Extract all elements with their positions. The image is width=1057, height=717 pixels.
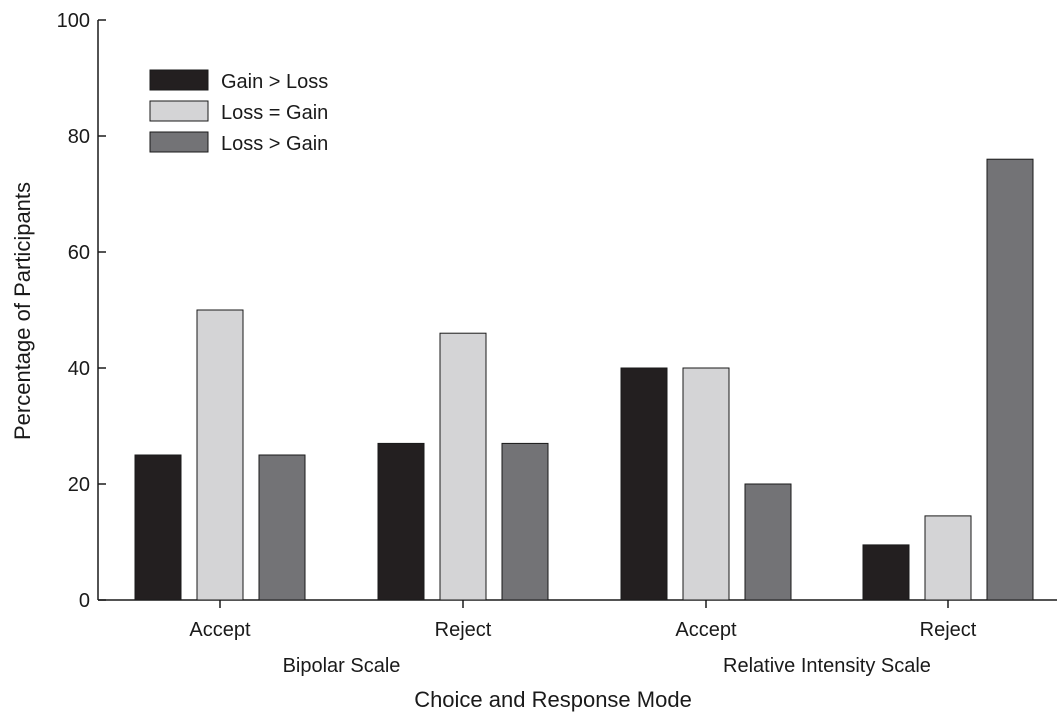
bar [196, 309, 244, 601]
legend-swatch [149, 131, 209, 153]
legend: Gain > Loss Loss = Gain Loss > Gain [149, 69, 328, 155]
bar [986, 158, 1034, 601]
bar [862, 544, 910, 601]
bar [682, 367, 730, 601]
legend-label: Loss > Gain [221, 133, 328, 155]
y-tick-label: 60 [68, 242, 90, 264]
legend-label: Gain > Loss [221, 71, 328, 93]
x-tick-label: Accept [189, 619, 251, 641]
legend-label: Loss = Gain [221, 102, 328, 124]
group-label: Relative Intensity Scale [723, 655, 931, 677]
y-axis-title: Percentage of Participants [10, 182, 35, 440]
y-tick-label: 0 [79, 590, 90, 612]
bar [620, 367, 668, 601]
legend-swatch [149, 69, 209, 91]
y-axis: 0 20 40 60 80 100 [57, 10, 106, 612]
bar [439, 332, 487, 601]
x-tick-label: Reject [435, 619, 492, 641]
y-tick-label: 20 [68, 474, 90, 496]
bar [744, 483, 792, 601]
bar [258, 454, 306, 601]
bar [377, 442, 425, 601]
bar [501, 442, 549, 601]
x-axis: Accept Reject Accept Reject Bipolar Scale Rel… [98, 599, 1057, 677]
group-label: Bipolar Scale [283, 655, 401, 677]
y-tick-label: 100 [57, 10, 90, 32]
x-tick-label: Accept [675, 619, 737, 641]
y-tick-label: 80 [68, 126, 90, 148]
x-tick-label: Reject [920, 619, 977, 641]
x-axis-title: Choice and Response Mode [414, 687, 692, 712]
bar [134, 454, 182, 601]
bar [924, 515, 972, 601]
bars [134, 158, 1034, 601]
legend-swatch [149, 100, 209, 122]
y-tick-label: 40 [68, 358, 90, 380]
